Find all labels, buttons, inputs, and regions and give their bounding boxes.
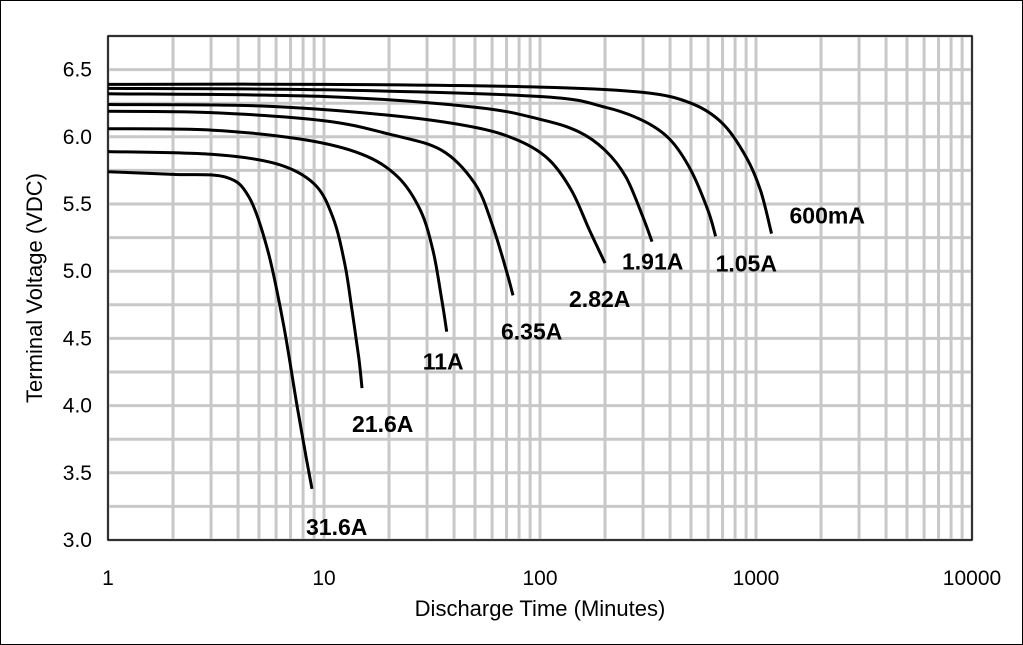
x-tick-label: 100 [522, 567, 557, 590]
curve-label: 600mA [790, 203, 865, 229]
curve-label: 1.91A [622, 249, 683, 275]
curve-label: 21.6A [352, 411, 413, 437]
curve-label: 6.35A [501, 318, 562, 344]
gridlines [106, 34, 974, 542]
curve-21-6a [107, 150, 364, 389]
curve-11a [107, 127, 449, 332]
x-tick-label: 10 [312, 567, 335, 590]
discharge-curves [107, 82, 773, 490]
curve-31-6a [107, 170, 314, 490]
y-tick-label: 6.0 [63, 126, 92, 149]
y-tick-label: 3.5 [63, 462, 92, 485]
plot-area-border [107, 35, 973, 541]
y-tick-label: 4.0 [63, 395, 92, 418]
x-axis-title: Discharge Time (Minutes) [415, 596, 666, 621]
y-tick-label: 5.0 [63, 260, 92, 283]
curve-6-35a [107, 109, 515, 296]
y-tick-label: 3.0 [63, 529, 92, 552]
x-tick-label: 1 [102, 567, 114, 590]
x-tick-label: 1000 [733, 567, 780, 590]
curve-1-05a [107, 86, 718, 237]
curve-2-82a [107, 103, 607, 264]
curve-label: 2.82A [569, 286, 630, 312]
y-tick-label: 5.5 [63, 193, 92, 216]
y-tick-label: 6.5 [63, 59, 92, 82]
curve-1-91a [107, 92, 654, 243]
y-axis-title: Terminal Voltage (VDC) [22, 173, 47, 403]
y-tick-label: 4.5 [63, 327, 92, 350]
curve-label: 31.6A [306, 514, 367, 540]
curve-labels: 600mA 1.05A 1.91A 2.82A 6.35A 11A 21.6A 31.6A [306, 203, 865, 540]
curve-label: 1.05A [716, 250, 777, 276]
curve-600ma [107, 82, 773, 234]
x-tick-label: 10000 [943, 567, 1001, 590]
curve-label: 11A [423, 349, 464, 375]
tick-labels: 1 10 100 1000 10000 3.0 3.5 4.0 4.5 5.0 5.5 6.0 6.5 [63, 59, 1001, 590]
